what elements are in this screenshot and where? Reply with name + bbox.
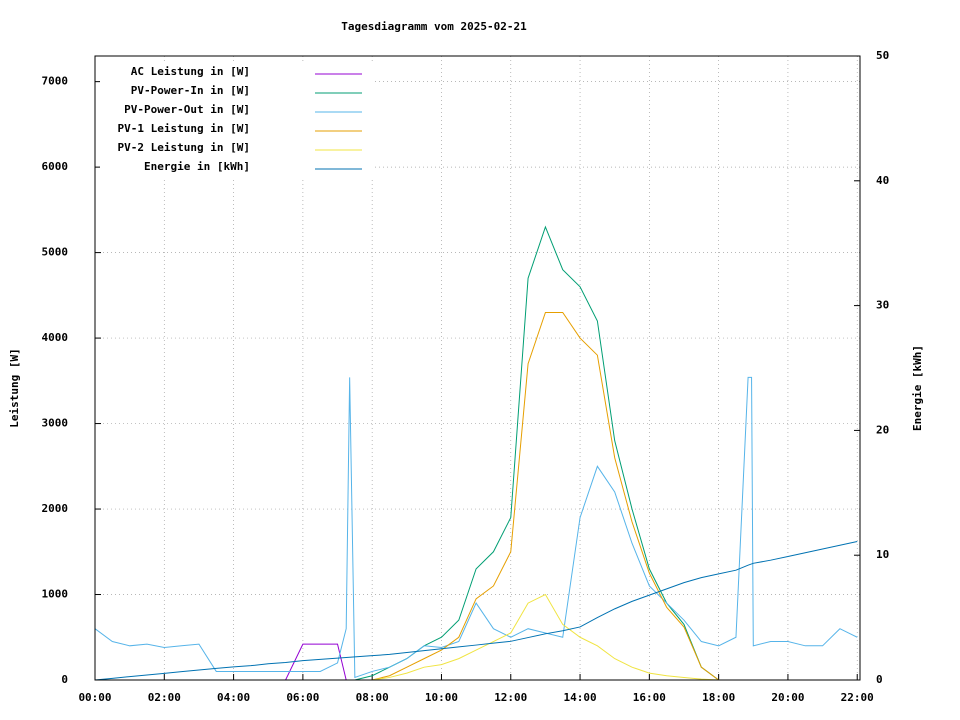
y2-tick-label: 10 bbox=[876, 548, 889, 561]
y-axis-label: Leistung [W] bbox=[8, 348, 21, 427]
legend-background bbox=[100, 62, 375, 177]
y-tick-label: 4000 bbox=[42, 331, 69, 344]
y-tick-label: 0 bbox=[61, 673, 68, 686]
legend-label: PV-Power-Out in [W] bbox=[124, 103, 250, 116]
legend: AC Leistung in [W] PV-Power-In in [W] PV-P… bbox=[100, 62, 375, 177]
x-tick-label: 20:00 bbox=[771, 691, 804, 704]
y2-tick-label: 30 bbox=[876, 299, 889, 312]
y-tick-label: 5000 bbox=[42, 246, 69, 259]
y2-tick-label: 50 bbox=[876, 49, 889, 62]
y-tick-label: 2000 bbox=[42, 502, 69, 515]
x-tick-label: 14:00 bbox=[563, 691, 596, 704]
y-tick-label: 1000 bbox=[42, 588, 69, 601]
x-tick-label: 08:00 bbox=[356, 691, 389, 704]
x-tick-label: 06:00 bbox=[286, 691, 319, 704]
x-tick-label: 02:00 bbox=[148, 691, 181, 704]
y-tick-label: 3000 bbox=[42, 417, 69, 430]
plot-frame bbox=[94, 55, 861, 681]
y-tick-label: 7000 bbox=[42, 75, 69, 88]
legend-label: PV-1 Leistung in [W] bbox=[118, 122, 250, 135]
x-tick-label: 18:00 bbox=[702, 691, 735, 704]
x-tick-label: 04:00 bbox=[217, 691, 250, 704]
legend-label: PV-2 Leistung in [W] bbox=[118, 141, 250, 154]
x-tick-label: 12:00 bbox=[494, 691, 527, 704]
y2-tick-label: 40 bbox=[876, 174, 889, 187]
y2-axis-label: Energie [kWh] bbox=[911, 345, 924, 431]
x-tick-label: 16:00 bbox=[633, 691, 666, 704]
x-tick-label: 00:00 bbox=[78, 691, 111, 704]
legend-label: PV-Power-In in [W] bbox=[131, 84, 250, 97]
series-line bbox=[94, 376, 858, 679]
y2-tick-label: 0 bbox=[876, 673, 883, 686]
x-tick-label: 10:00 bbox=[425, 691, 458, 704]
series-line bbox=[94, 540, 858, 681]
legend-label: Energie in [kWh] bbox=[144, 160, 250, 173]
chart-title: Tagesdiagramm vom 2025-02-21 bbox=[341, 20, 527, 33]
y-tick-label: 6000 bbox=[42, 160, 69, 173]
y2-tick-label: 20 bbox=[876, 423, 889, 436]
x-tick-label: 22:00 bbox=[841, 691, 874, 704]
grid: 00:00 02:00 04:00 06:00 08:00 10:00 12:00 14:00… bbox=[42, 49, 890, 704]
legend-label: AC Leistung in [W] bbox=[131, 65, 250, 78]
